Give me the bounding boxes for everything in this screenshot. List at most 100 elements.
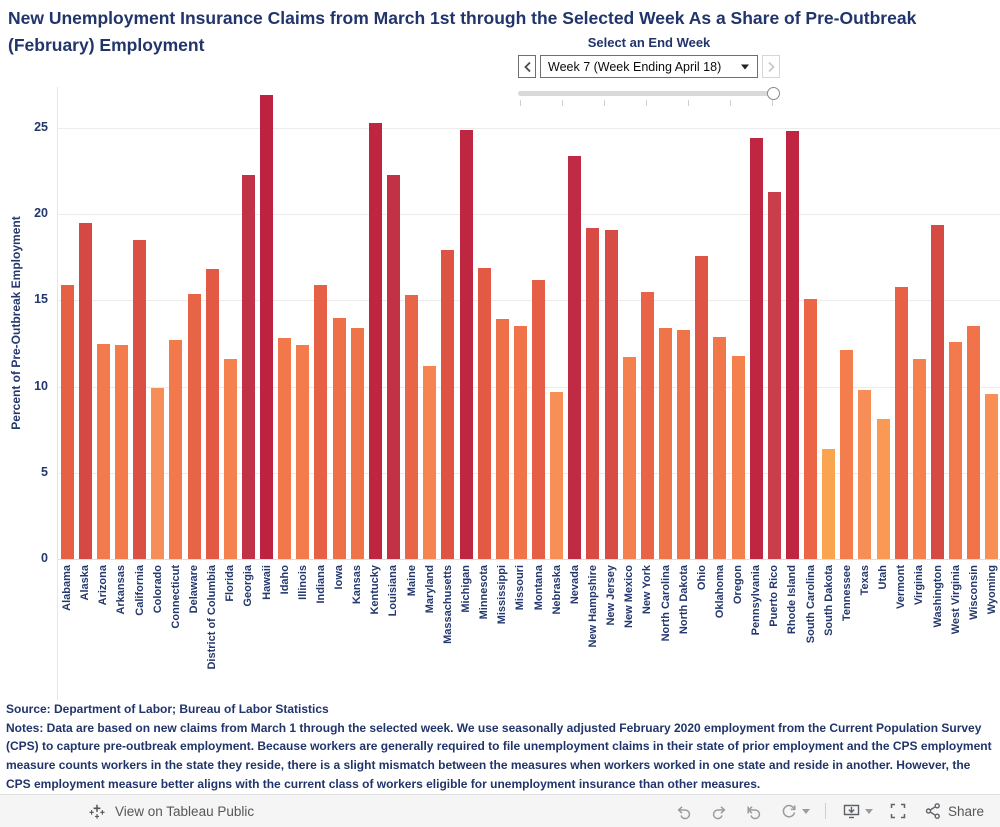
bar-south-dakota[interactable] <box>822 448 836 559</box>
x-axis-label: Texas <box>858 565 871 596</box>
bar-north-dakota[interactable] <box>677 329 691 559</box>
bar-wyoming[interactable] <box>985 393 999 559</box>
bar-nebraska[interactable] <box>550 391 564 559</box>
bar-hawaii[interactable] <box>260 95 274 559</box>
bar-california[interactable] <box>133 240 147 559</box>
bar-maine[interactable] <box>405 295 419 559</box>
revert-button[interactable] <box>744 801 764 821</box>
bar-wisconsin[interactable] <box>967 326 981 559</box>
x-axis-label: Virginia <box>913 565 926 606</box>
bar-vermont[interactable] <box>894 286 908 559</box>
x-axis-label: Washington <box>931 565 944 628</box>
x-axis-label: Alabama <box>61 565 74 611</box>
bar-maryland[interactable] <box>423 365 437 559</box>
view-on-tableau[interactable]: View on Tableau Public <box>88 802 254 820</box>
bar-minnesota[interactable] <box>477 267 491 559</box>
bar-rhode-island[interactable] <box>785 131 799 559</box>
next-week-button[interactable] <box>762 55 780 78</box>
bar-oregon[interactable] <box>731 355 745 559</box>
bar-washington[interactable] <box>931 224 945 559</box>
bar-connecticut[interactable] <box>169 340 183 559</box>
fullscreen-button[interactable] <box>888 801 908 821</box>
tableau-toolbar: View on Tableau Public <box>0 794 1000 827</box>
share-button[interactable]: Share <box>923 801 984 821</box>
bar-indiana[interactable] <box>314 284 328 559</box>
bar-colorado[interactable] <box>151 388 165 559</box>
x-axis-label: South Dakota <box>822 565 835 636</box>
bar-new-mexico[interactable] <box>622 357 636 559</box>
bar-north-carolina[interactable] <box>659 327 672 559</box>
bar-idaho[interactable] <box>278 338 292 559</box>
fullscreen-icon <box>890 803 906 819</box>
x-axis-label: Wisconsin <box>967 565 980 620</box>
bar-tennessee[interactable] <box>840 350 854 559</box>
x-axis-label: Wyoming <box>985 565 998 615</box>
bar-georgia[interactable] <box>241 174 255 559</box>
bar-texas[interactable] <box>858 390 872 559</box>
bar-montana[interactable] <box>532 279 546 559</box>
page-title: New Unemployment Insurance Claims from M… <box>8 8 917 55</box>
x-axis-label: Nebraska <box>550 565 563 615</box>
bar-arkansas[interactable] <box>114 345 128 559</box>
x-axis-label: Arizona <box>97 565 110 606</box>
x-axis-label: Maine <box>405 565 418 597</box>
x-axis-label: Missouri <box>514 565 527 611</box>
week-slider[interactable] <box>518 87 780 109</box>
source-note: Source: Department of Labor; Bureau of L… <box>6 702 329 716</box>
bar-florida[interactable] <box>223 359 237 559</box>
bar-puerto-rico[interactable] <box>767 191 781 559</box>
x-axis-label: Vermont <box>895 565 908 610</box>
x-axis-label: Oklahoma <box>713 565 726 619</box>
x-axis-line <box>58 559 1000 560</box>
revert-icon <box>747 806 761 820</box>
bar-arizona[interactable] <box>96 343 110 559</box>
bar-missouri[interactable] <box>513 326 527 559</box>
bar-ohio[interactable] <box>695 255 709 559</box>
bar-new-jersey[interactable] <box>604 229 618 559</box>
undo-button[interactable] <box>674 801 694 821</box>
week-select[interactable]: Week 7 (Week Ending April 18) <box>540 55 758 78</box>
bar-kansas[interactable] <box>350 327 364 559</box>
x-axis-label: Massachusetts <box>441 565 454 644</box>
x-axis-label: Michigan <box>460 565 473 613</box>
bar-utah[interactable] <box>876 419 890 559</box>
x-axis-label: Arkansas <box>115 565 128 615</box>
bar-illinois[interactable] <box>296 345 310 559</box>
x-axis-label: Puerto Rico <box>768 565 781 627</box>
bar-alaska[interactable] <box>78 222 92 559</box>
methodology-note: Notes: Data are based on new claims from… <box>6 720 992 791</box>
bar-pennsylvania[interactable] <box>749 138 763 559</box>
x-axis-label: Hawaii <box>260 565 273 600</box>
bar-mississippi[interactable] <box>495 319 509 559</box>
slider-track[interactable] <box>518 91 776 96</box>
bar-virginia[interactable] <box>912 359 926 559</box>
bar-west-virginia[interactable] <box>949 341 963 559</box>
bar-louisiana[interactable] <box>386 174 400 559</box>
gridline <box>58 472 1000 474</box>
x-axis-label: New Hampshire <box>586 565 599 648</box>
x-axis-label: Kansas <box>351 565 364 605</box>
bar-district-of-columbia[interactable] <box>205 269 219 559</box>
x-axis-label: Rhode Island <box>786 565 799 635</box>
bar-south-carolina[interactable] <box>804 298 818 559</box>
slider-tick <box>604 100 605 106</box>
bar-nevada[interactable] <box>568 155 582 559</box>
redo-button[interactable] <box>709 801 729 821</box>
bar-chart: Percent of Pre-Outbreak Employment Alaba… <box>0 87 1000 700</box>
bar-delaware[interactable] <box>187 293 201 559</box>
bar-new-york[interactable] <box>640 291 654 559</box>
bar-new-hampshire[interactable] <box>586 228 600 559</box>
refresh-button[interactable] <box>779 801 810 821</box>
bar-massachusetts[interactable] <box>441 250 455 559</box>
bar-oklahoma[interactable] <box>713 336 727 559</box>
download-button[interactable] <box>841 801 873 821</box>
previous-week-button[interactable] <box>518 55 536 78</box>
bar-kentucky[interactable] <box>368 122 382 559</box>
chevron-down-icon <box>801 808 810 814</box>
x-axis-label: Pennsylvania <box>750 565 763 636</box>
y-axis-tick-label: 25 <box>34 120 48 134</box>
slider-handle[interactable] <box>767 87 780 100</box>
bar-alabama[interactable] <box>60 284 74 559</box>
bar-iowa[interactable] <box>332 317 346 559</box>
bar-michigan[interactable] <box>459 129 473 559</box>
